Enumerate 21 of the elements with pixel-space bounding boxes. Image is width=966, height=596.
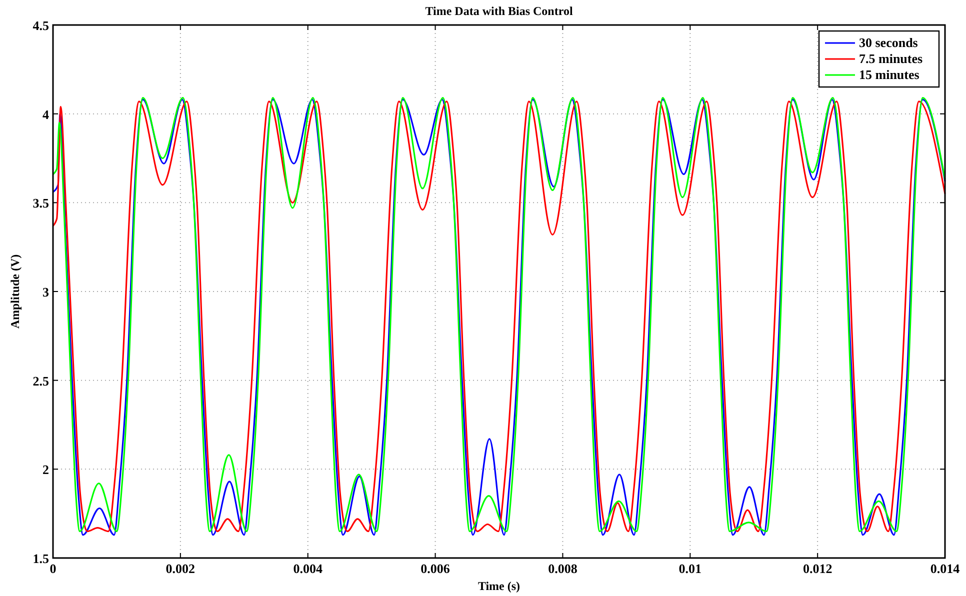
x-tick-label: 0.004 <box>293 561 323 576</box>
y-tick-label: 4.5 <box>32 18 50 33</box>
y-tick-label: 1.5 <box>32 551 50 566</box>
x-tick-label: 0.012 <box>802 561 832 576</box>
x-tick-label: 0 <box>50 561 56 576</box>
x-tick-label: 0.01 <box>678 561 702 576</box>
x-tick-label: 0.014 <box>930 561 960 576</box>
y-tick-label: 3.5 <box>32 196 50 211</box>
legend-label: 7.5 minutes <box>859 51 923 66</box>
x-axis-title: Time (s) <box>478 579 520 593</box>
legend-label: 15 minutes <box>859 67 920 82</box>
y-tick-label: 3 <box>42 284 50 300</box>
chart-title: Time Data with Bias Control <box>425 4 574 18</box>
x-tick-label: 0.008 <box>548 561 578 576</box>
legend-label: 30 seconds <box>859 35 918 50</box>
y-tick-label: 2.5 <box>32 373 50 388</box>
y-axis-title: Amplitude (V) <box>8 254 22 329</box>
x-tick-label: 0.006 <box>420 561 450 576</box>
x-tick-label: 0.002 <box>166 561 196 576</box>
y-tick-label: 4 <box>42 106 50 122</box>
y-tick-label: 2 <box>42 462 49 478</box>
